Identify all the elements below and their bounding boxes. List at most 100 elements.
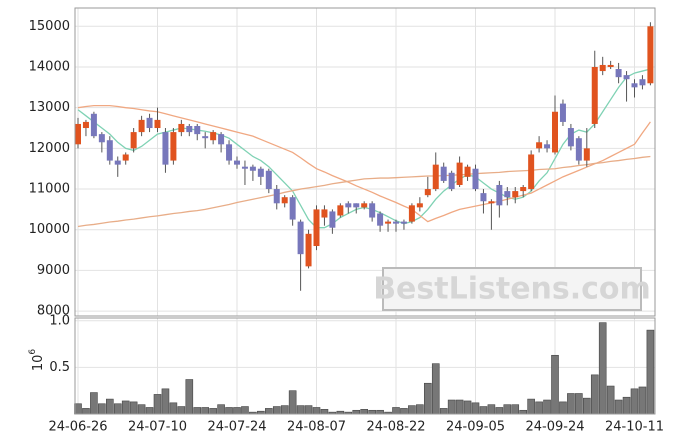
volume-bar bbox=[495, 407, 504, 415]
plot-frame bbox=[74, 7, 656, 317]
candle-body bbox=[591, 66, 598, 124]
volume-bar bbox=[567, 393, 575, 415]
candle-body bbox=[138, 119, 145, 133]
candle-body bbox=[400, 221, 407, 224]
volume-bar bbox=[519, 409, 528, 415]
candle-body bbox=[241, 166, 248, 169]
y-tick-label: 0.5 bbox=[49, 360, 70, 375]
candle-body bbox=[504, 191, 511, 198]
volume-bar bbox=[106, 398, 114, 415]
candle-body bbox=[385, 221, 392, 224]
volume-bar bbox=[368, 409, 376, 415]
candle-body bbox=[639, 79, 646, 86]
candle-body bbox=[464, 166, 471, 177]
candle-body bbox=[98, 134, 105, 143]
candle-body bbox=[146, 117, 153, 129]
candle-body bbox=[488, 201, 495, 204]
volume-bar bbox=[479, 406, 488, 415]
volume-bar bbox=[169, 402, 178, 415]
candle-body bbox=[512, 191, 519, 198]
candle-body bbox=[329, 211, 336, 228]
candle-body bbox=[265, 170, 272, 190]
candle-body bbox=[226, 144, 233, 161]
volume-bar bbox=[209, 408, 217, 415]
volume-bar bbox=[392, 407, 400, 415]
candle-body bbox=[424, 189, 431, 196]
candle-body bbox=[432, 164, 439, 190]
volume-bar bbox=[463, 400, 472, 415]
volume-bar bbox=[272, 406, 281, 415]
volume-bar bbox=[129, 401, 138, 415]
volume-bar bbox=[288, 390, 297, 415]
offset-exponent: 6 bbox=[28, 349, 38, 355]
y-tick-label: 14000 bbox=[29, 59, 70, 74]
candle-body bbox=[178, 123, 185, 133]
candle-body bbox=[567, 128, 574, 147]
candle-body bbox=[440, 166, 447, 181]
candle-body bbox=[249, 166, 256, 171]
candle-body bbox=[520, 187, 527, 192]
candle-body bbox=[289, 197, 296, 220]
candle-body bbox=[583, 148, 590, 161]
volume-bar bbox=[312, 407, 321, 415]
candle-body bbox=[623, 75, 630, 80]
candle-body bbox=[186, 125, 193, 133]
volume-bar bbox=[511, 404, 520, 415]
volume-bar bbox=[606, 385, 615, 415]
offset-base: 10 bbox=[31, 355, 46, 372]
candle-body bbox=[106, 140, 113, 161]
candle-body bbox=[552, 111, 558, 153]
volume-bar bbox=[487, 404, 496, 415]
candle-body bbox=[257, 168, 264, 177]
candle-body bbox=[528, 154, 535, 190]
candle-body bbox=[130, 132, 137, 149]
x-tick-label: 24-08-07 bbox=[287, 420, 346, 435]
candle-body bbox=[321, 209, 328, 218]
candle-body bbox=[416, 203, 423, 208]
candle-body bbox=[377, 213, 384, 226]
volume-bar bbox=[590, 374, 599, 415]
volume-bar bbox=[201, 407, 209, 415]
candle-body bbox=[234, 160, 240, 165]
volume-bar bbox=[582, 397, 591, 415]
volume-bar bbox=[296, 405, 305, 415]
volume-bar bbox=[304, 405, 313, 415]
y-tick-label: 11000 bbox=[29, 182, 70, 197]
candle-body bbox=[154, 119, 161, 129]
candle-body bbox=[273, 189, 280, 204]
candle-body bbox=[456, 162, 463, 185]
y-tick-label: 15000 bbox=[29, 19, 70, 34]
volume-bar bbox=[241, 406, 249, 415]
watermark-box bbox=[382, 267, 642, 311]
volume-bar bbox=[217, 404, 225, 415]
candle-body bbox=[122, 154, 129, 161]
y-tick-label: 10000 bbox=[29, 222, 70, 237]
volume-bar bbox=[153, 394, 162, 415]
volume-bar bbox=[503, 404, 512, 415]
volume-bar bbox=[113, 403, 122, 415]
candle-body bbox=[631, 83, 638, 88]
volume-bar bbox=[74, 403, 82, 415]
volume-bar bbox=[543, 399, 551, 415]
x-tick-label: 24-10-11 bbox=[605, 420, 664, 435]
volume-bar bbox=[638, 386, 647, 415]
candle-body bbox=[297, 221, 304, 255]
volume-bar bbox=[225, 407, 233, 415]
y-tick-label: 8000 bbox=[37, 304, 70, 319]
candle-body bbox=[559, 103, 566, 122]
candle-body bbox=[82, 121, 89, 129]
candle-body bbox=[615, 69, 622, 78]
moving-average-line bbox=[77, 104, 651, 223]
volume-bar bbox=[280, 405, 289, 415]
volume-bar bbox=[193, 407, 202, 415]
volume-bar bbox=[423, 382, 432, 415]
x-tick-label: 24-07-10 bbox=[128, 420, 187, 435]
volume-bar bbox=[535, 401, 543, 415]
volume-bar bbox=[233, 407, 241, 415]
volume-bar bbox=[447, 399, 456, 415]
x-tick-label: 24-08-22 bbox=[366, 420, 425, 435]
x-tick-label: 24-06-26 bbox=[48, 420, 107, 435]
candle-body bbox=[305, 233, 312, 267]
volume-bar bbox=[559, 401, 567, 415]
